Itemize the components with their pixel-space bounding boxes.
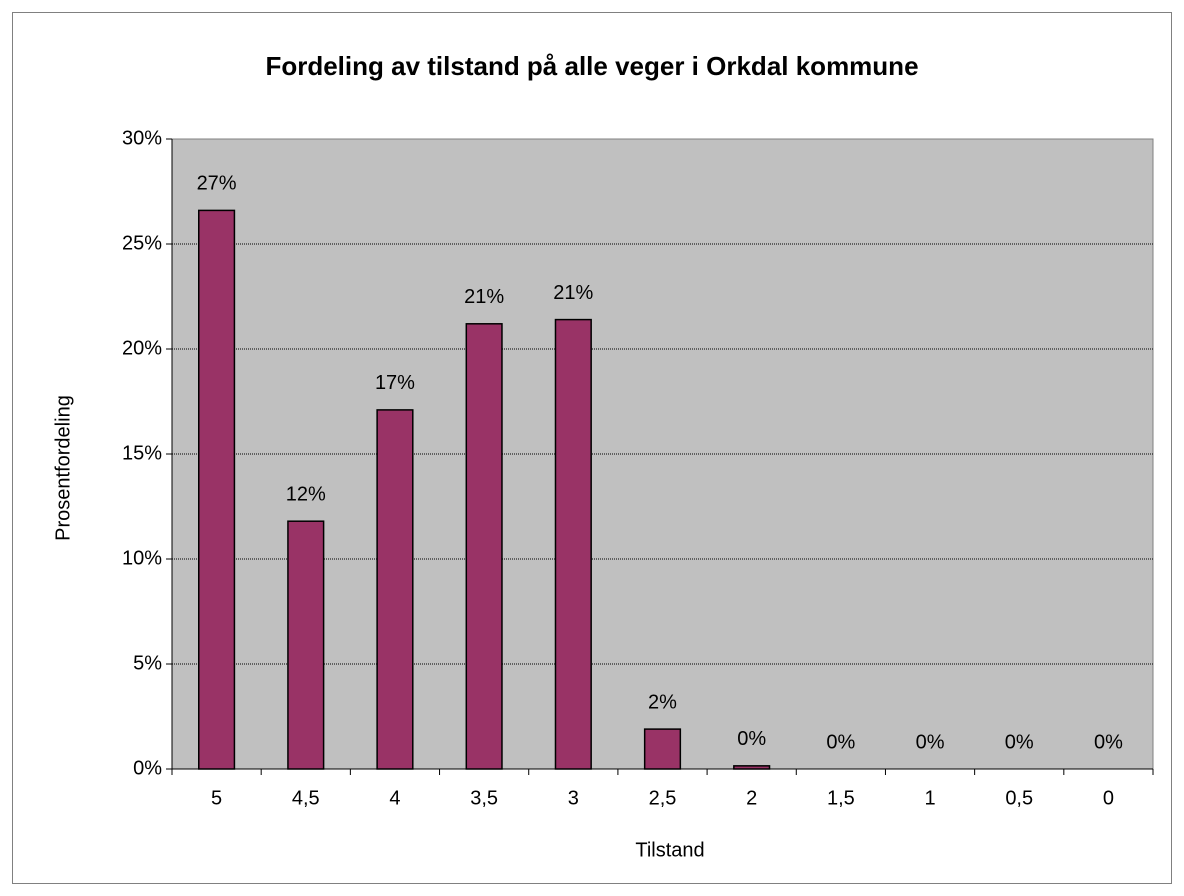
y-tick-label: 20% — [122, 337, 162, 359]
x-tick-label: 4,5 — [292, 787, 320, 809]
data-label: 21% — [553, 282, 593, 304]
bar — [643, 728, 682, 770]
bar — [198, 209, 236, 770]
data-label: 2% — [648, 691, 677, 713]
bar — [733, 765, 771, 770]
x-axis-label: Tilstand — [635, 839, 704, 861]
data-label: 17% — [375, 372, 415, 394]
x-tick-label: 2 — [746, 787, 757, 809]
y-axis-label: Prosentfordeling — [52, 395, 74, 541]
x-tick-label: 3,5 — [470, 787, 498, 809]
bar — [554, 318, 592, 770]
y-tick-label: 25% — [122, 232, 162, 254]
data-label: 0% — [1005, 731, 1034, 753]
bar — [376, 409, 414, 770]
data-label: 21% — [464, 286, 504, 308]
x-tick-label: 3 — [568, 787, 579, 809]
x-tick-label: 0 — [1103, 787, 1114, 809]
data-label: 0% — [916, 731, 945, 753]
bar — [465, 323, 503, 770]
data-label: 27% — [197, 173, 237, 195]
x-tick-label: 1,5 — [827, 787, 855, 809]
x-tick-label: 4 — [389, 787, 400, 809]
y-tick-label: 0% — [133, 757, 162, 779]
data-label: 0% — [737, 728, 766, 750]
bar — [287, 520, 325, 770]
y-tick-label: 10% — [122, 547, 162, 569]
data-label: 0% — [826, 731, 855, 753]
y-tick-label: 15% — [122, 442, 162, 464]
data-label: 0% — [1094, 731, 1123, 753]
x-tick-label: 5 — [211, 787, 222, 809]
x-tick-label: 0,5 — [1005, 787, 1033, 809]
x-tick-label: 2,5 — [649, 787, 677, 809]
y-tick-label: 30% — [122, 127, 162, 149]
y-tick-label: 5% — [133, 652, 162, 674]
x-tick-label: 1 — [924, 787, 935, 809]
data-label: 12% — [286, 483, 326, 505]
chart-title: Fordeling av tilstand på alle veger i Or… — [265, 51, 918, 81]
